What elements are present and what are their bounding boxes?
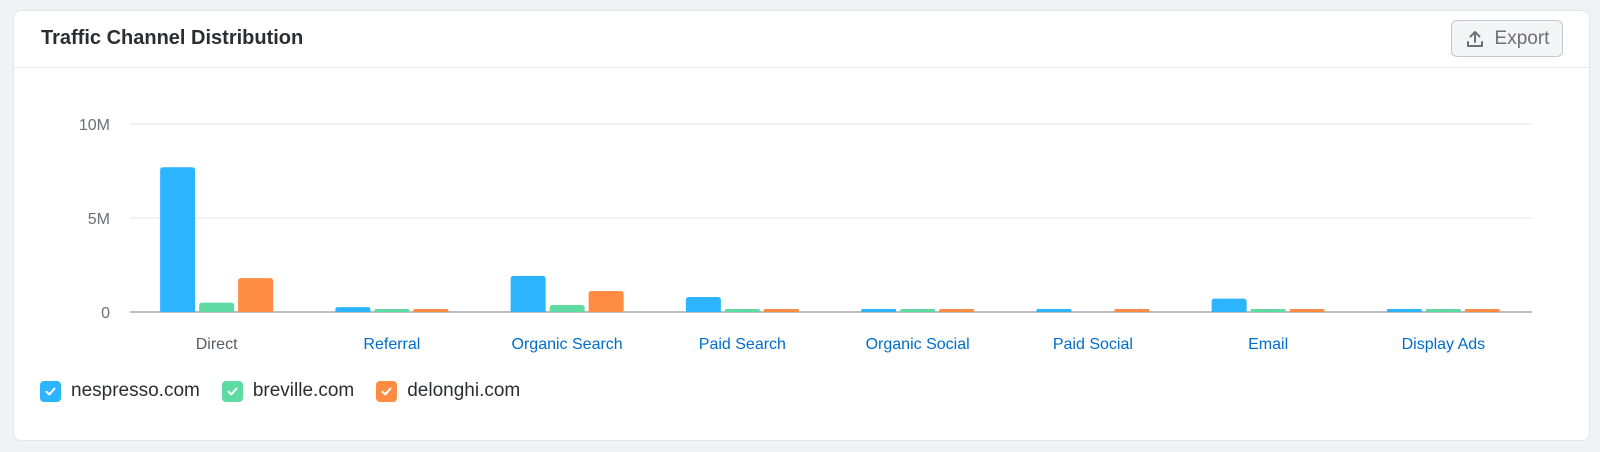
bar-breville-com-referral[interactable] xyxy=(374,309,410,312)
bar-delonghi-com-paid-social[interactable] xyxy=(1114,309,1150,312)
card-title: Traffic Channel Distribution xyxy=(41,27,304,49)
bar-nespresso-com-direct[interactable] xyxy=(160,167,196,312)
bar-breville-com-direct[interactable] xyxy=(199,302,235,312)
bar-delonghi-com-organic-social[interactable] xyxy=(939,309,975,312)
chart-area: 0 5M 10M Direct Referral Organic Search Paid S… xyxy=(14,69,1591,379)
legend-item-delonghi-com[interactable]: delonghi.com xyxy=(376,380,520,402)
bar-nespresso-com-display-ads[interactable] xyxy=(1386,309,1422,312)
y-tick-label: 10M xyxy=(79,117,110,134)
chart-legend: nespresso.com breville.com delonghi.com xyxy=(40,380,520,402)
export-button[interactable]: Export xyxy=(1451,20,1563,57)
legend-label: breville.com xyxy=(252,380,355,401)
legend-label: nespresso.com xyxy=(71,380,200,401)
bar-delonghi-com-paid-search[interactable] xyxy=(763,309,799,312)
traffic-channel-card: Traffic Channel Distribution Export 0 5M 1… xyxy=(13,10,1590,441)
checkbox-checked-icon[interactable] xyxy=(376,380,398,402)
bar-breville-com-paid-search[interactable] xyxy=(724,309,760,312)
bar-delonghi-com-organic-search[interactable] xyxy=(588,290,624,312)
y-tick-label: 0 xyxy=(101,305,110,322)
x-tick-label-direct: Direct xyxy=(196,336,238,353)
bar-nespresso-com-paid-social[interactable] xyxy=(1036,309,1072,312)
bar-breville-com-organic-search[interactable] xyxy=(549,305,585,312)
bar-delonghi-com-email[interactable] xyxy=(1289,309,1325,312)
bar-delonghi-com-direct[interactable] xyxy=(238,278,274,312)
bar-chart: 0 5M 10M Direct Referral Organic Search Paid S… xyxy=(79,117,1532,353)
bar-breville-com-email[interactable] xyxy=(1250,309,1286,312)
bar-nespresso-com-paid-search[interactable] xyxy=(685,296,721,312)
bar-nespresso-com-email[interactable] xyxy=(1211,298,1247,312)
bar-nespresso-com-referral[interactable] xyxy=(335,307,371,312)
bar-nespresso-com-organic-search[interactable] xyxy=(510,275,546,312)
x-tick-label-paid-social[interactable]: Paid Social xyxy=(1053,336,1133,353)
bar-breville-com-display-ads[interactable] xyxy=(1425,309,1461,312)
legend-item-breville-com[interactable]: breville.com xyxy=(221,380,355,402)
checkbox-checked-icon[interactable] xyxy=(40,380,61,402)
export-label: Export xyxy=(1494,27,1550,49)
x-tick-label-organic-search[interactable]: Organic Search xyxy=(512,336,623,353)
legend-item-nespresso-com[interactable]: nespresso.com xyxy=(40,380,200,402)
bar-breville-com-organic-social[interactable] xyxy=(900,309,936,312)
upload-icon xyxy=(1465,29,1485,49)
y-tick-label: 5M xyxy=(88,211,110,228)
x-tick-label-organic-social[interactable]: Organic Social xyxy=(866,336,970,353)
bar-nespresso-com-organic-social[interactable] xyxy=(861,309,897,312)
checkbox-checked-icon[interactable] xyxy=(221,380,243,402)
x-tick-label-display-ads[interactable]: Display Ads xyxy=(1402,336,1486,353)
card-header: Traffic Channel Distribution Export xyxy=(14,11,1589,68)
bar-delonghi-com-referral[interactable] xyxy=(413,309,449,312)
x-tick-label-paid-search[interactable]: Paid Search xyxy=(699,336,786,353)
bar-delonghi-com-display-ads[interactable] xyxy=(1464,309,1500,312)
x-tick-label-email[interactable]: Email xyxy=(1248,336,1288,353)
legend-label: delonghi.com xyxy=(407,380,521,401)
x-tick-label-referral[interactable]: Referral xyxy=(363,336,420,353)
